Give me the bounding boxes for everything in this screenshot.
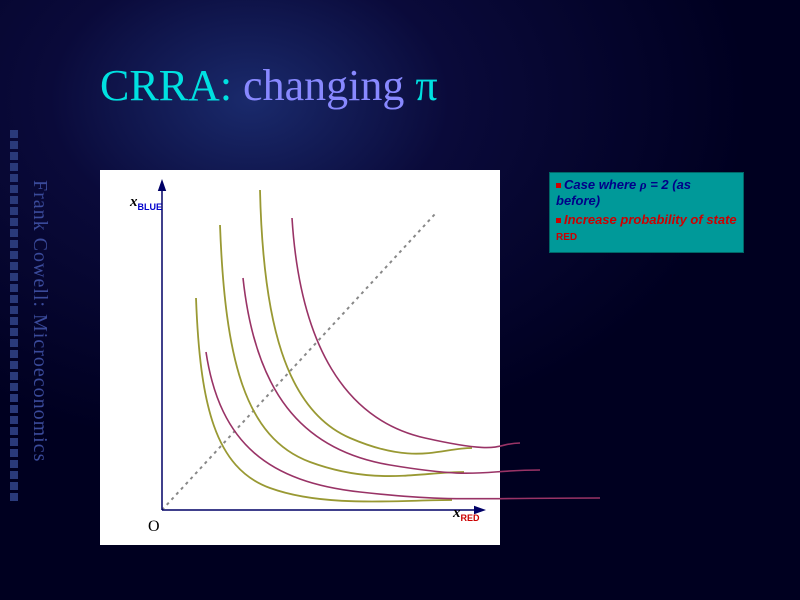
annotation-box: Case where ρ = 2 (as before)Increase pro… <box>549 172 744 253</box>
sidebar-author-text: Frank Cowell: Microeconomics <box>28 180 51 462</box>
title-part-3: π <box>415 61 437 110</box>
slide-title: CRRA: changing π <box>100 60 438 111</box>
origin-label: O <box>148 518 160 536</box>
title-part-1: CRRA: <box>100 61 243 110</box>
title-part-2: changing <box>243 61 415 110</box>
sidebar-decoration <box>10 130 20 504</box>
indifference-curve-chart <box>100 170 500 545</box>
x-axis-label: xRED <box>453 505 480 523</box>
chart-panel: xBLUE xRED O <box>100 170 500 545</box>
y-axis-label: xBLUE <box>130 194 162 212</box>
